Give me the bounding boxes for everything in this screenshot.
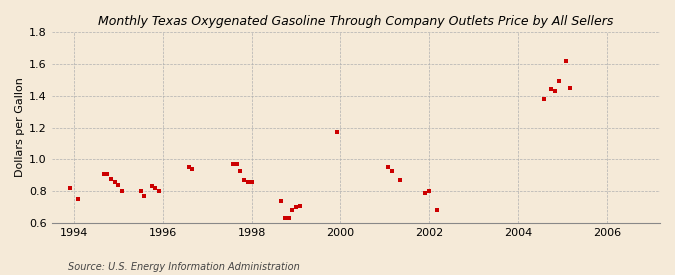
Title: Monthly Texas Oxygenated Gasoline Through Company Outlets Price by All Sellers: Monthly Texas Oxygenated Gasoline Throug… <box>98 15 614 28</box>
Y-axis label: Dollars per Gallon: Dollars per Gallon <box>15 78 25 177</box>
Text: Source: U.S. Energy Information Administration: Source: U.S. Energy Information Administ… <box>68 262 299 271</box>
